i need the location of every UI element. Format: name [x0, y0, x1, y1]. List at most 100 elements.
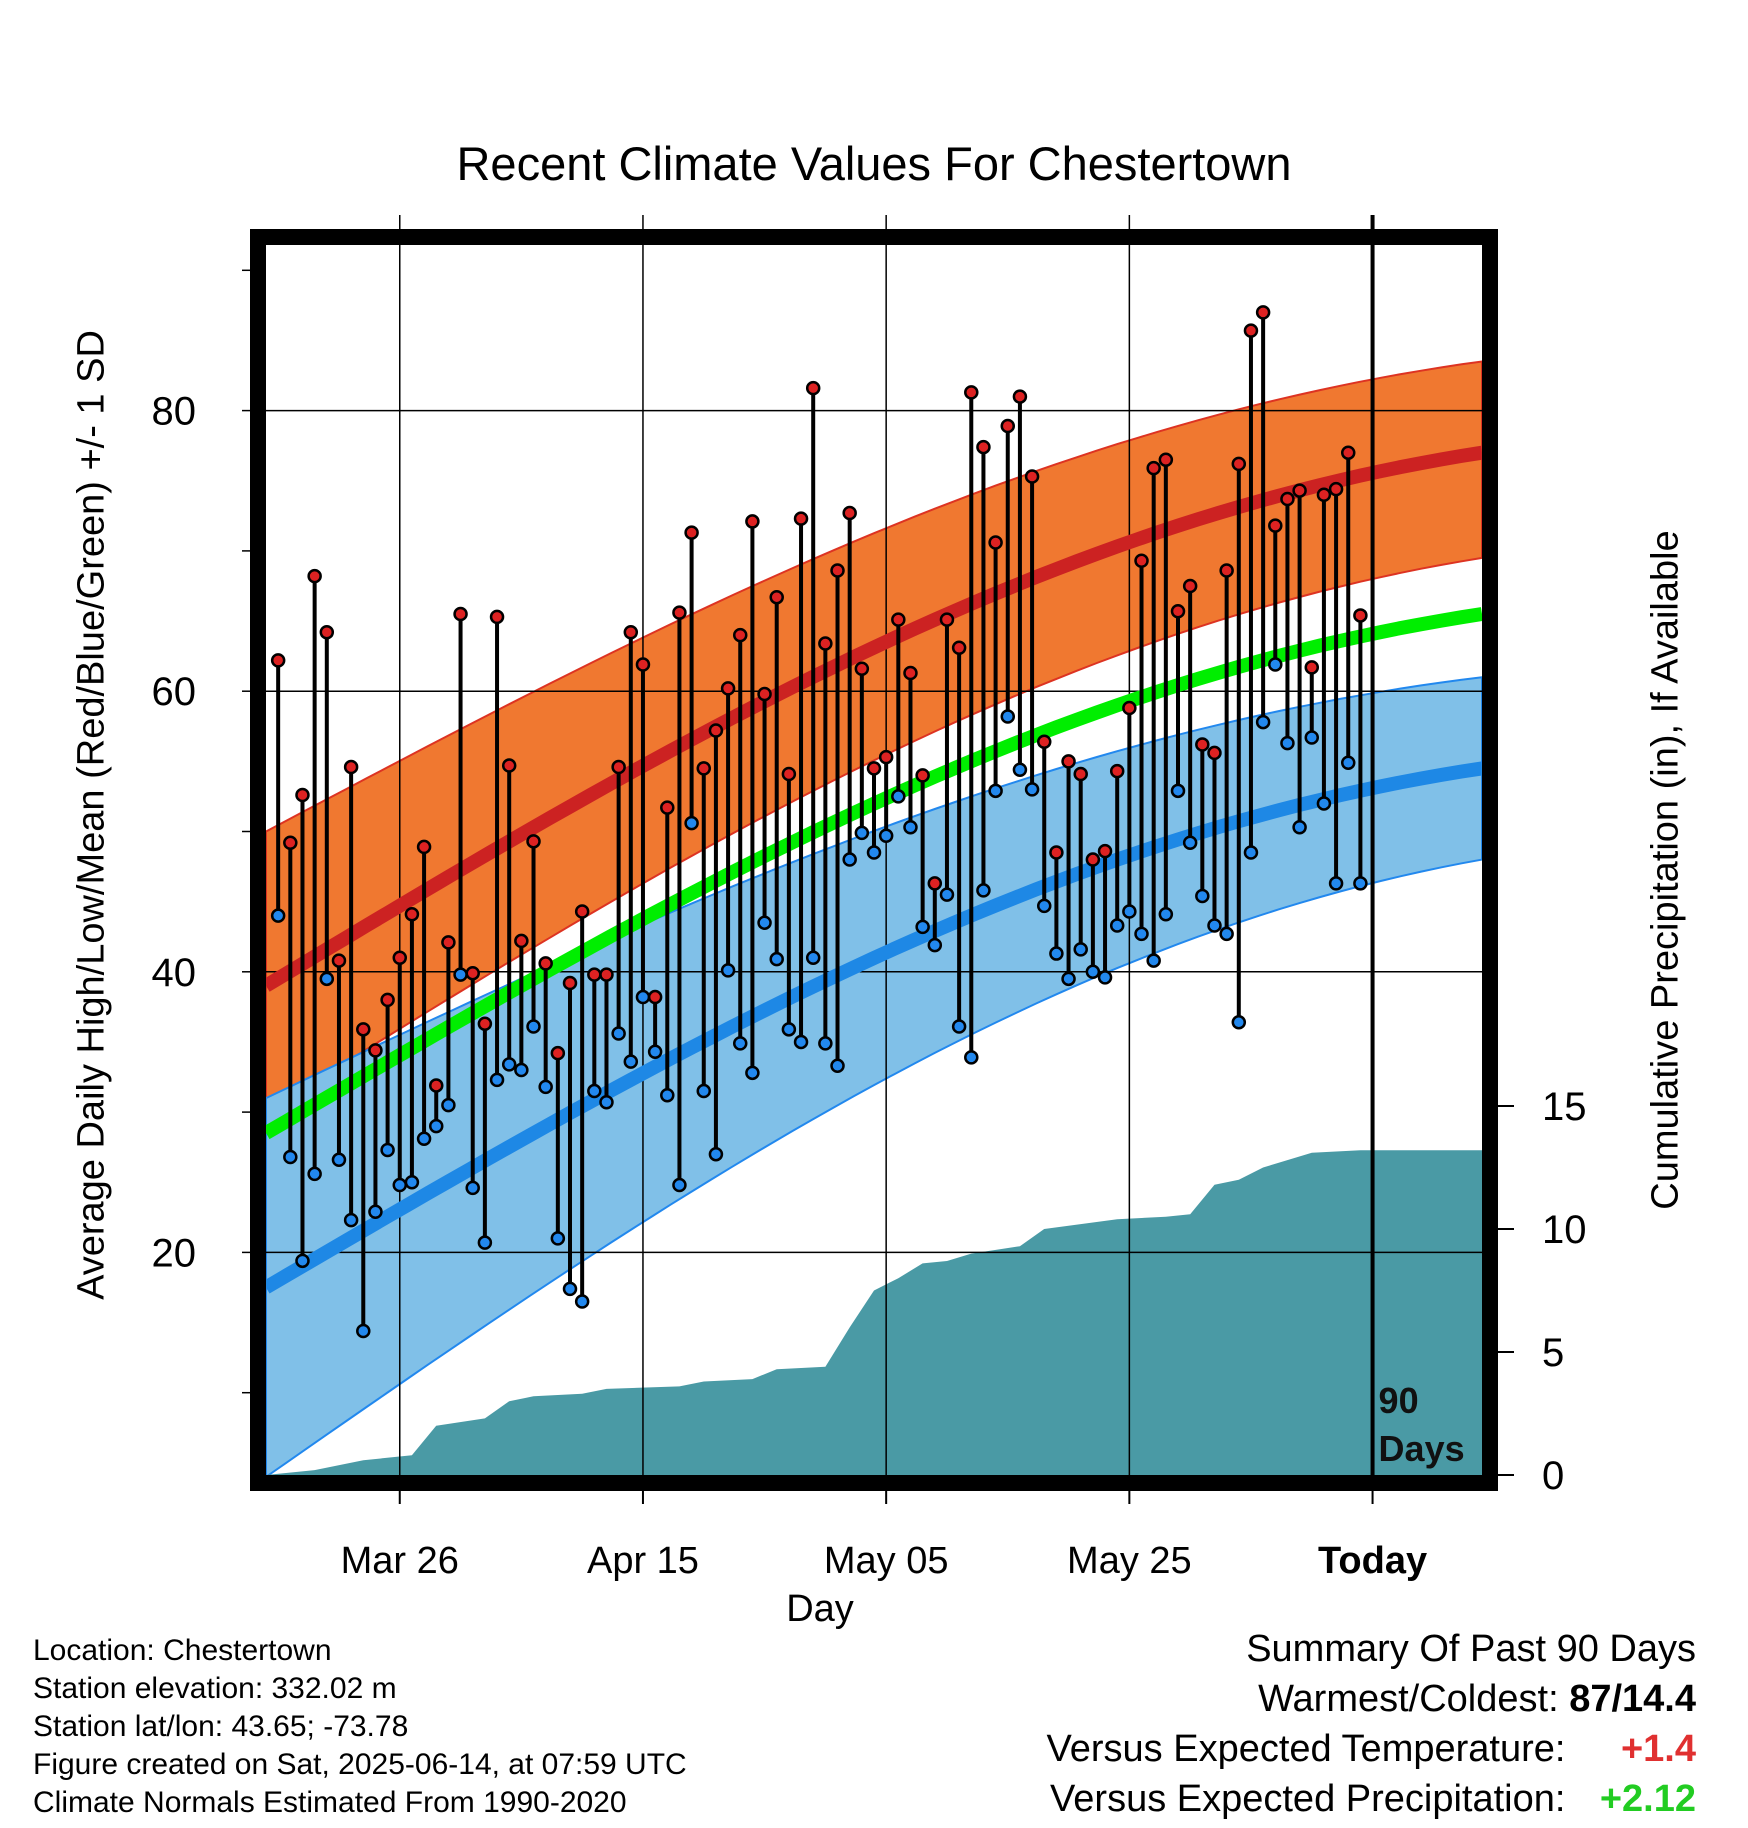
- precip-vs-expected-row: Versus Expected Precipitation: +2.12: [1047, 1774, 1696, 1824]
- daily-high-point: [307, 568, 322, 584]
- daily-high-point: [1097, 843, 1113, 859]
- daily-low-point: [1243, 845, 1259, 860]
- daily-low-point: [562, 1281, 578, 1297]
- daily-high-point: [951, 640, 967, 655]
- daily-high-point: [489, 609, 505, 625]
- days-marker-label: 90: [1379, 1380, 1419, 1421]
- daily-high-point: [878, 749, 894, 765]
- chart-title: Recent Climate Values For Chestertown: [456, 137, 1292, 190]
- daily-high-point: [1328, 481, 1344, 497]
- daily-low-point: [708, 1146, 724, 1162]
- daily-low-point: [635, 989, 651, 1005]
- daily-low-point: [368, 1204, 383, 1219]
- daily-high-point: [660, 800, 675, 815]
- daily-low-point: [1134, 926, 1149, 942]
- daily-high-point: [1024, 469, 1040, 484]
- tick-labels: 20 40 60 80 0 5 10 15 Mar 26 Apr 15 May 05 May 25 To…: [152, 390, 1587, 1582]
- daily-low-point: [270, 908, 286, 923]
- daily-low-point: [988, 783, 1003, 799]
- daily-high-point: [562, 975, 578, 991]
- daily-high-point: [283, 835, 298, 850]
- daily-high-point: [526, 834, 541, 849]
- daily-low-point: [489, 1072, 505, 1088]
- daily-low-point: [1255, 714, 1271, 730]
- daily-range-bars: [270, 305, 1368, 1339]
- daily-low-point: [842, 852, 857, 867]
- daily-high-point: [1158, 452, 1174, 467]
- daily-high-point: [368, 1043, 383, 1058]
- daily-low-point: [538, 1079, 553, 1095]
- daily-low-point: [1182, 835, 1198, 850]
- precip-area: [266, 1150, 1482, 1475]
- daily-low-point: [1219, 926, 1234, 942]
- daily-low-point: [672, 1177, 687, 1193]
- daily-high-point: [635, 657, 651, 672]
- daily-low-point: [307, 1166, 322, 1182]
- daily-low-point: [1328, 876, 1344, 891]
- x-tick-label: Today: [1318, 1540, 1427, 1582]
- daily-low-point: [1061, 971, 1076, 987]
- daily-high-point: [732, 627, 748, 643]
- daily-low-point: [1024, 782, 1040, 797]
- daily-low-point: [465, 1180, 480, 1196]
- daily-low-point: [939, 887, 955, 902]
- daily-high-point: [1280, 491, 1295, 507]
- daily-low-point: [283, 1149, 298, 1165]
- daily-high-point: [1207, 745, 1222, 761]
- daily-high-point: [270, 653, 286, 668]
- daily-low-point: [428, 1118, 444, 1134]
- daily-low-point: [951, 1019, 967, 1034]
- y-left-tick-label: 40: [152, 951, 197, 995]
- daily-high-point: [939, 612, 955, 627]
- daily-low-point: [550, 1231, 566, 1246]
- daily-high-point: [684, 525, 699, 540]
- daily-high-point: [1036, 734, 1052, 749]
- daily-low-point: [441, 1097, 456, 1113]
- daily-low-point: [404, 1175, 420, 1190]
- daily-low-point: [805, 950, 821, 966]
- daily-high-point: [647, 989, 663, 1005]
- daily-low-point: [295, 1253, 310, 1269]
- daily-low-point: [696, 1083, 712, 1099]
- daily-high-point: [356, 1022, 371, 1037]
- daily-high-point: [1182, 578, 1198, 594]
- daily-low-point: [599, 1095, 614, 1110]
- daily-low-point: [514, 1062, 529, 1078]
- daily-high-point: [781, 766, 797, 782]
- daily-low-point: [769, 951, 784, 967]
- daily-low-point: [1207, 918, 1222, 933]
- daily-high-point: [319, 625, 335, 640]
- daily-high-point: [1000, 418, 1016, 434]
- daily-low-point: [587, 1083, 602, 1099]
- daily-high-point: [720, 681, 736, 696]
- daily-high-point: [331, 953, 347, 968]
- daily-low-point: [976, 883, 991, 898]
- daily-low-point: [793, 1034, 809, 1050]
- daily-low-point: [660, 1088, 675, 1103]
- x-tick-label: May 05: [824, 1540, 949, 1582]
- daily-high-point: [891, 612, 906, 627]
- daily-low-point: [684, 815, 699, 831]
- daily-high-point: [1340, 445, 1356, 460]
- daily-high-point: [1243, 323, 1259, 338]
- daily-low-point: [1000, 709, 1016, 724]
- daily-high-point: [587, 967, 602, 982]
- daily-low-point: [854, 825, 870, 841]
- daily-low-point: [818, 1036, 833, 1051]
- daily-low-point: [964, 1050, 979, 1065]
- precip-value: +2.12: [1599, 1778, 1696, 1820]
- daily-high-point: [1061, 754, 1076, 769]
- daily-high-point: [611, 759, 626, 775]
- daily-high-point: [380, 992, 395, 1008]
- daily-high-point: [1219, 563, 1234, 578]
- daily-high-point: [830, 563, 845, 578]
- daily-low-point: [1049, 946, 1064, 961]
- daily-low-point: [1304, 730, 1320, 745]
- daily-low-point: [1340, 755, 1356, 771]
- daily-low-point: [866, 845, 882, 860]
- temp-vs-expected-row: Versus Expected Temperature: +1.4: [1047, 1724, 1696, 1774]
- daily-high-point: [1195, 737, 1210, 752]
- plot-frame: [250, 229, 1498, 1491]
- daily-low-point: [830, 1058, 845, 1074]
